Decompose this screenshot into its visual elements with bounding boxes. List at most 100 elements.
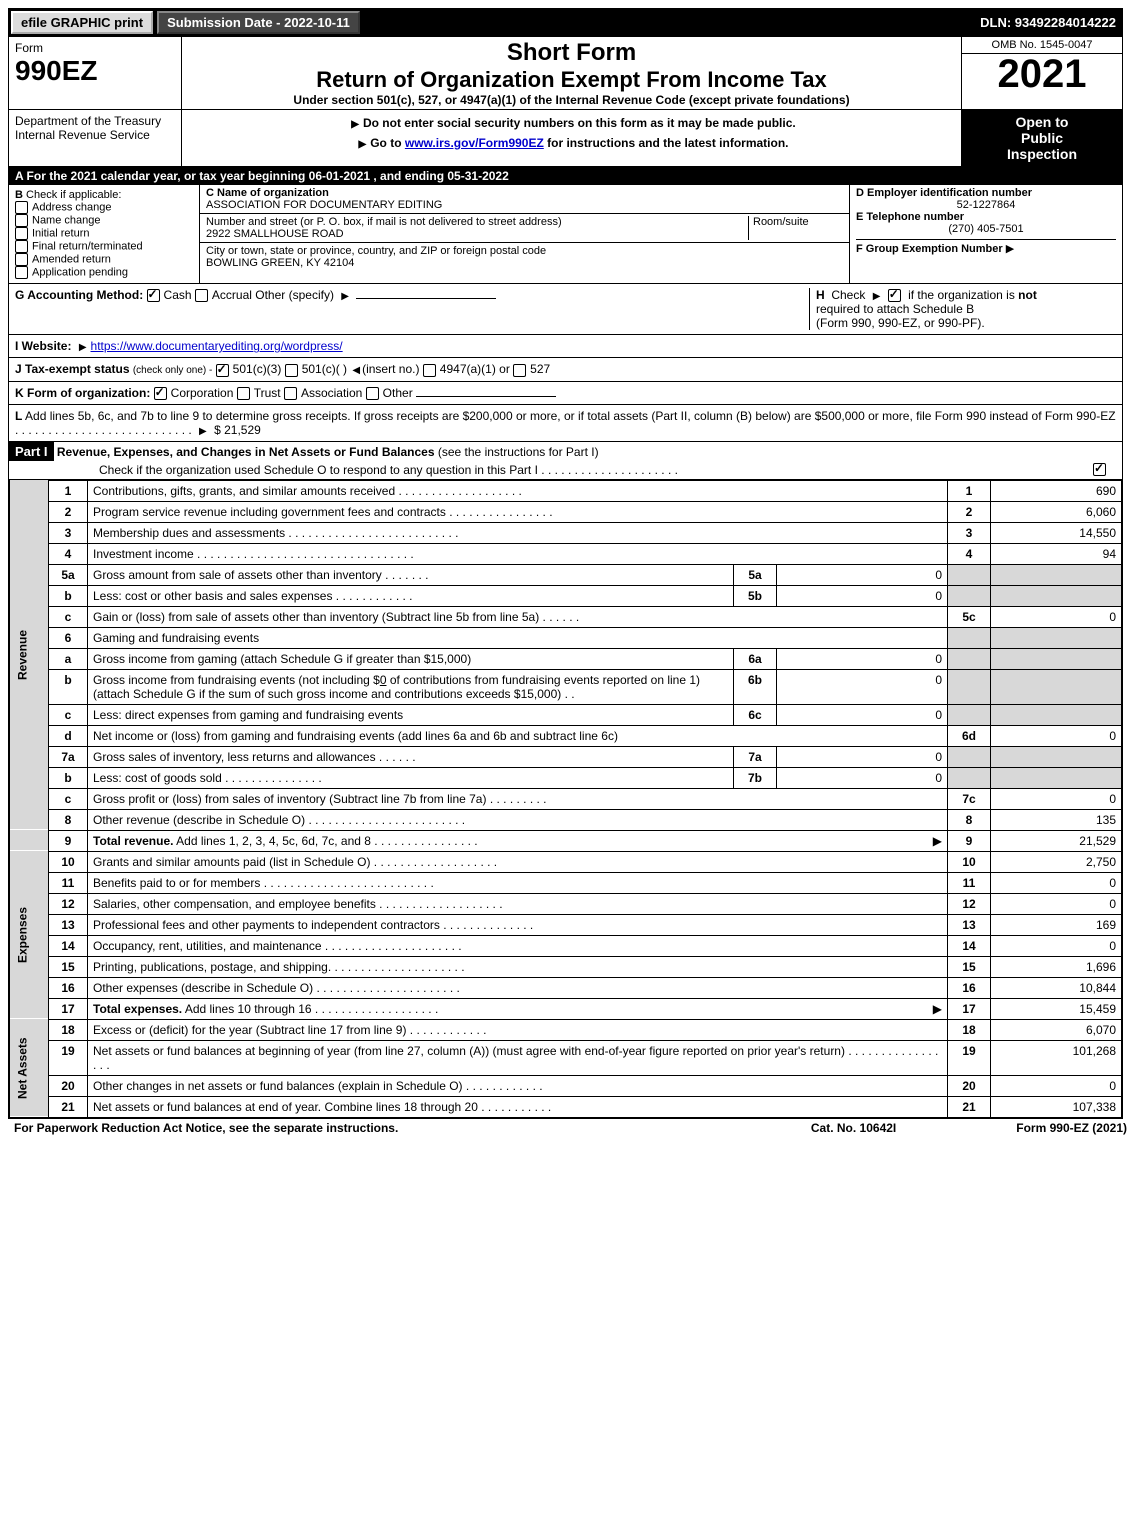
dept-info: Department of the Treasury Internal Reve…: [9, 110, 182, 166]
line-19-value: 101,268: [991, 1040, 1122, 1075]
top-bar: efile GRAPHIC print Submission Date - 20…: [9, 9, 1122, 37]
dept-treasury: Department of the Treasury: [15, 114, 175, 128]
efile-print-button[interactable]: efile GRAPHIC print: [11, 11, 153, 34]
line-6a-midno: 6a: [734, 648, 777, 669]
website-link[interactable]: https://www.documentaryediting.org/wordp…: [91, 339, 343, 353]
line-20-value: 0: [991, 1075, 1122, 1096]
header-right: OMB No. 1545-0047 2021: [961, 37, 1122, 109]
line-14-value: 0: [991, 935, 1122, 956]
expenses-label: Expenses: [10, 851, 49, 1019]
netassets-label: Net Assets: [10, 1019, 49, 1117]
line-6d-value: 0: [991, 725, 1122, 746]
checkbox-schedule-o[interactable]: [1093, 463, 1106, 476]
part-1-label: Part I: [9, 442, 54, 461]
checkbox-4947[interactable]: [423, 364, 436, 377]
footer-left: For Paperwork Reduction Act Notice, see …: [14, 1121, 811, 1135]
form-header: Form 990EZ Short Form Return of Organiza…: [9, 37, 1122, 110]
line-13-value: 169: [991, 914, 1122, 935]
checkbox-application-pending[interactable]: [15, 266, 28, 279]
line-5c-value: 0: [991, 606, 1122, 627]
line-20-rightno: 20: [948, 1075, 991, 1096]
ein-label: D Employer identification number: [856, 187, 1032, 199]
line-17-no: 17: [49, 998, 88, 1019]
line-5a-shade: [948, 564, 991, 585]
checkbox-final-return[interactable]: [15, 240, 28, 253]
line-7b-midval: 0: [777, 767, 948, 788]
irs-link[interactable]: www.irs.gov/Form990EZ: [405, 136, 544, 150]
checkbox-501c[interactable]: [285, 364, 298, 377]
row-a-tax-year: A For the 2021 calendar year, or tax yea…: [9, 167, 1122, 185]
line-5b-midno: 5b: [734, 585, 777, 606]
checkbox-accrual[interactable]: [195, 289, 208, 302]
line-6b-amount: 0: [380, 673, 387, 687]
revenue-label: Revenue: [10, 480, 49, 830]
line-3-value: 14,550: [991, 522, 1122, 543]
other-org-input[interactable]: [416, 396, 556, 397]
spacer-cell: [10, 830, 49, 851]
line-2-no: 2: [49, 501, 88, 522]
checkbox-name-change[interactable]: [15, 214, 28, 227]
line-9-rightno: 9: [948, 830, 991, 851]
checkbox-cash[interactable]: [147, 289, 160, 302]
line-15-rightno: 15: [948, 956, 991, 977]
line-6c-no: c: [49, 704, 88, 725]
part-1-header: Part I Revenue, Expenses, and Changes in…: [9, 442, 1122, 480]
org-name: ASSOCIATION FOR DOCUMENTARY EDITING: [206, 199, 442, 211]
line-20-no: 20: [49, 1075, 88, 1096]
checkbox-other-org[interactable]: [366, 387, 379, 400]
line-14-rightno: 14: [948, 935, 991, 956]
line-5b-shade2: [991, 585, 1122, 606]
header-left: Form 990EZ: [9, 37, 182, 109]
line-7b-midno: 7b: [734, 767, 777, 788]
street-label: Number and street (or P. O. box, if mail…: [206, 216, 562, 228]
header-row-2: Department of the Treasury Internal Reve…: [9, 110, 1122, 167]
line-17-rightno: 17: [948, 998, 991, 1019]
checkbox-501c3[interactable]: [216, 364, 229, 377]
line-5b-midval: 0: [777, 585, 948, 606]
checkbox-trust[interactable]: [237, 387, 250, 400]
checkbox-amended-return[interactable]: [15, 253, 28, 266]
checkbox-527[interactable]: [513, 364, 526, 377]
line-5b-shade: [948, 585, 991, 606]
line-7a-midval: 0: [777, 746, 948, 767]
gross-receipts-value: $ 21,529: [214, 423, 261, 437]
city-label: City or town, state or province, country…: [206, 245, 546, 257]
form-subtitle: Under section 501(c), 527, or 4947(a)(1)…: [190, 93, 953, 107]
line-4-value: 94: [991, 543, 1122, 564]
line-2-value: 6,060: [991, 501, 1122, 522]
checkbox-association[interactable]: [284, 387, 297, 400]
section-b: B Check if applicable: Address change Na…: [9, 185, 200, 283]
line-6a-no: a: [49, 648, 88, 669]
line-7b-no: b: [49, 767, 88, 788]
line-4-no: 4: [49, 543, 88, 564]
form-990ez: efile GRAPHIC print Submission Date - 20…: [8, 8, 1123, 1119]
checkbox-schedule-b[interactable]: [888, 289, 901, 302]
line-18-rightno: 18: [948, 1019, 991, 1040]
submission-date-button[interactable]: Submission Date - 2022-10-11: [157, 11, 360, 34]
line-7c-value: 0: [991, 788, 1122, 809]
line-5b-no: b: [49, 585, 88, 606]
line-6c-shade: [948, 704, 991, 725]
line-7c-rightno: 7c: [948, 788, 991, 809]
line-5a-midval: 0: [777, 564, 948, 585]
street-value: 2922 SMALLHOUSE ROAD: [206, 228, 344, 240]
line-11-no: 11: [49, 872, 88, 893]
checkbox-corporation[interactable]: [154, 387, 167, 400]
dept-irs: Internal Revenue Service: [15, 128, 175, 142]
line-7a-shade2: [991, 746, 1122, 767]
section-k: K Form of organization: Corporation Trus…: [9, 382, 1122, 405]
line-21-no: 21: [49, 1096, 88, 1117]
line-18-value: 6,070: [991, 1019, 1122, 1040]
section-l: L Add lines 5b, 6c, and 7b to line 9 to …: [9, 405, 1122, 442]
line-6b-midval: 0: [777, 669, 948, 704]
open-inspection: Open to Public Inspection: [961, 110, 1122, 166]
checkbox-address-change[interactable]: [15, 201, 28, 214]
room-suite-label: Room/suite: [753, 216, 809, 228]
checkbox-initial-return[interactable]: [15, 227, 28, 240]
line-7a-no: 7a: [49, 746, 88, 767]
section-i: I Website: https://www.documentaryeditin…: [9, 335, 1122, 358]
line-18-no: 18: [49, 1019, 88, 1040]
line-16-value: 10,844: [991, 977, 1122, 998]
line-19-no: 19: [49, 1040, 88, 1075]
other-method-input[interactable]: [356, 298, 496, 299]
